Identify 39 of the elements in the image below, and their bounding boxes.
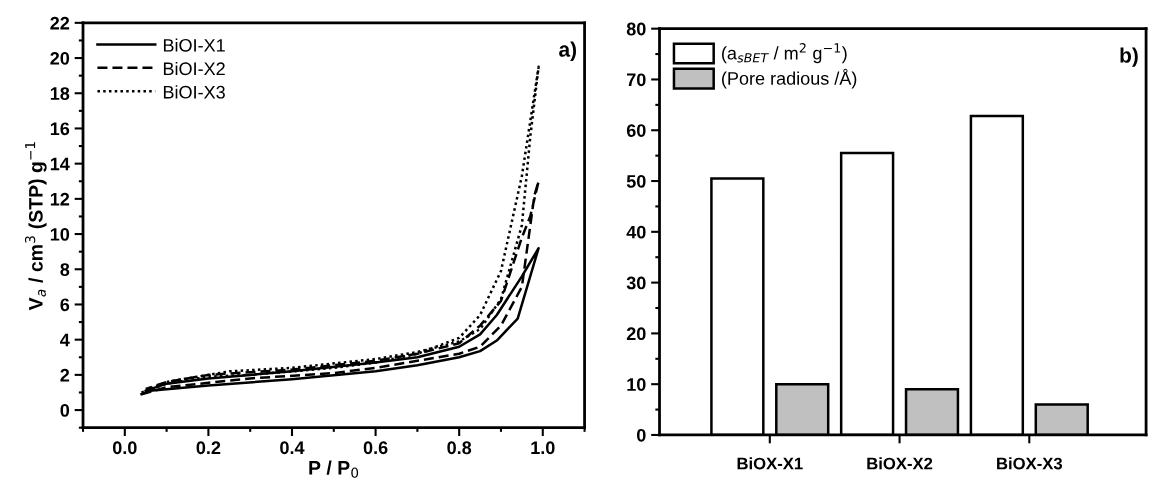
x-tick-label: 0.8	[447, 441, 472, 455]
y-tick-label: 2	[60, 368, 70, 382]
annotation: a)	[559, 41, 577, 61]
legend-label: (Pore radious /Å)	[722, 68, 857, 89]
y-tick-label: 6	[60, 298, 70, 312]
y-axis-title: V$_{a}$ / cm$^{3}$ (STP) g$^{−1}$	[24, 142, 47, 311]
y-tick-label: 14	[50, 157, 70, 171]
y-tick-label: 30	[626, 276, 646, 290]
x-tick-label: BiOX-X1	[737, 457, 803, 470]
y-tick-label: 50	[626, 174, 646, 188]
x-tick-label: BiOX-X3	[997, 457, 1063, 470]
legend-label: BiOI-X2	[163, 61, 225, 76]
y-tick-label: 10	[50, 228, 70, 241]
y-tick-label: 0	[636, 428, 646, 442]
x-tick-label: 0.2	[196, 441, 221, 455]
y-tick-label: 18	[50, 87, 70, 100]
y-tick-label: 20	[50, 51, 70, 65]
y-tick-label: 12	[50, 192, 70, 206]
legend-label: BiOI-X1	[163, 38, 225, 52]
y-tick-label: 70	[627, 73, 646, 87]
y-tick-label: 22	[50, 16, 70, 30]
y-tick-label: 60	[626, 124, 646, 137]
y-tick-label: 20	[626, 327, 646, 341]
x-tick-label: 1.0	[531, 441, 555, 455]
y-tick-label: 80	[626, 22, 646, 36]
x-tick-label: 0.0	[112, 441, 137, 455]
x-tick-label: 0.6	[363, 441, 388, 455]
y-tick-label: 16	[50, 122, 70, 136]
annotation: b)	[1120, 47, 1138, 67]
x-tick-label: BiOX-X2	[867, 457, 933, 470]
y-tick-label: 10	[627, 378, 646, 391]
x-axis-title: P / P$_{0}$	[309, 460, 359, 478]
y-tick-label: 4	[60, 333, 70, 347]
y-tick-label: 40	[626, 225, 646, 239]
y-tick-label: 0	[60, 404, 70, 417]
legend-label: BiOI-X3	[163, 85, 225, 99]
x-tick-label: 0.4	[280, 441, 305, 455]
y-tick-label: 8	[60, 263, 70, 276]
legend-label: (a$_{sBET}$ / m$^{2}$ g$^{−1}$)	[722, 43, 847, 64]
